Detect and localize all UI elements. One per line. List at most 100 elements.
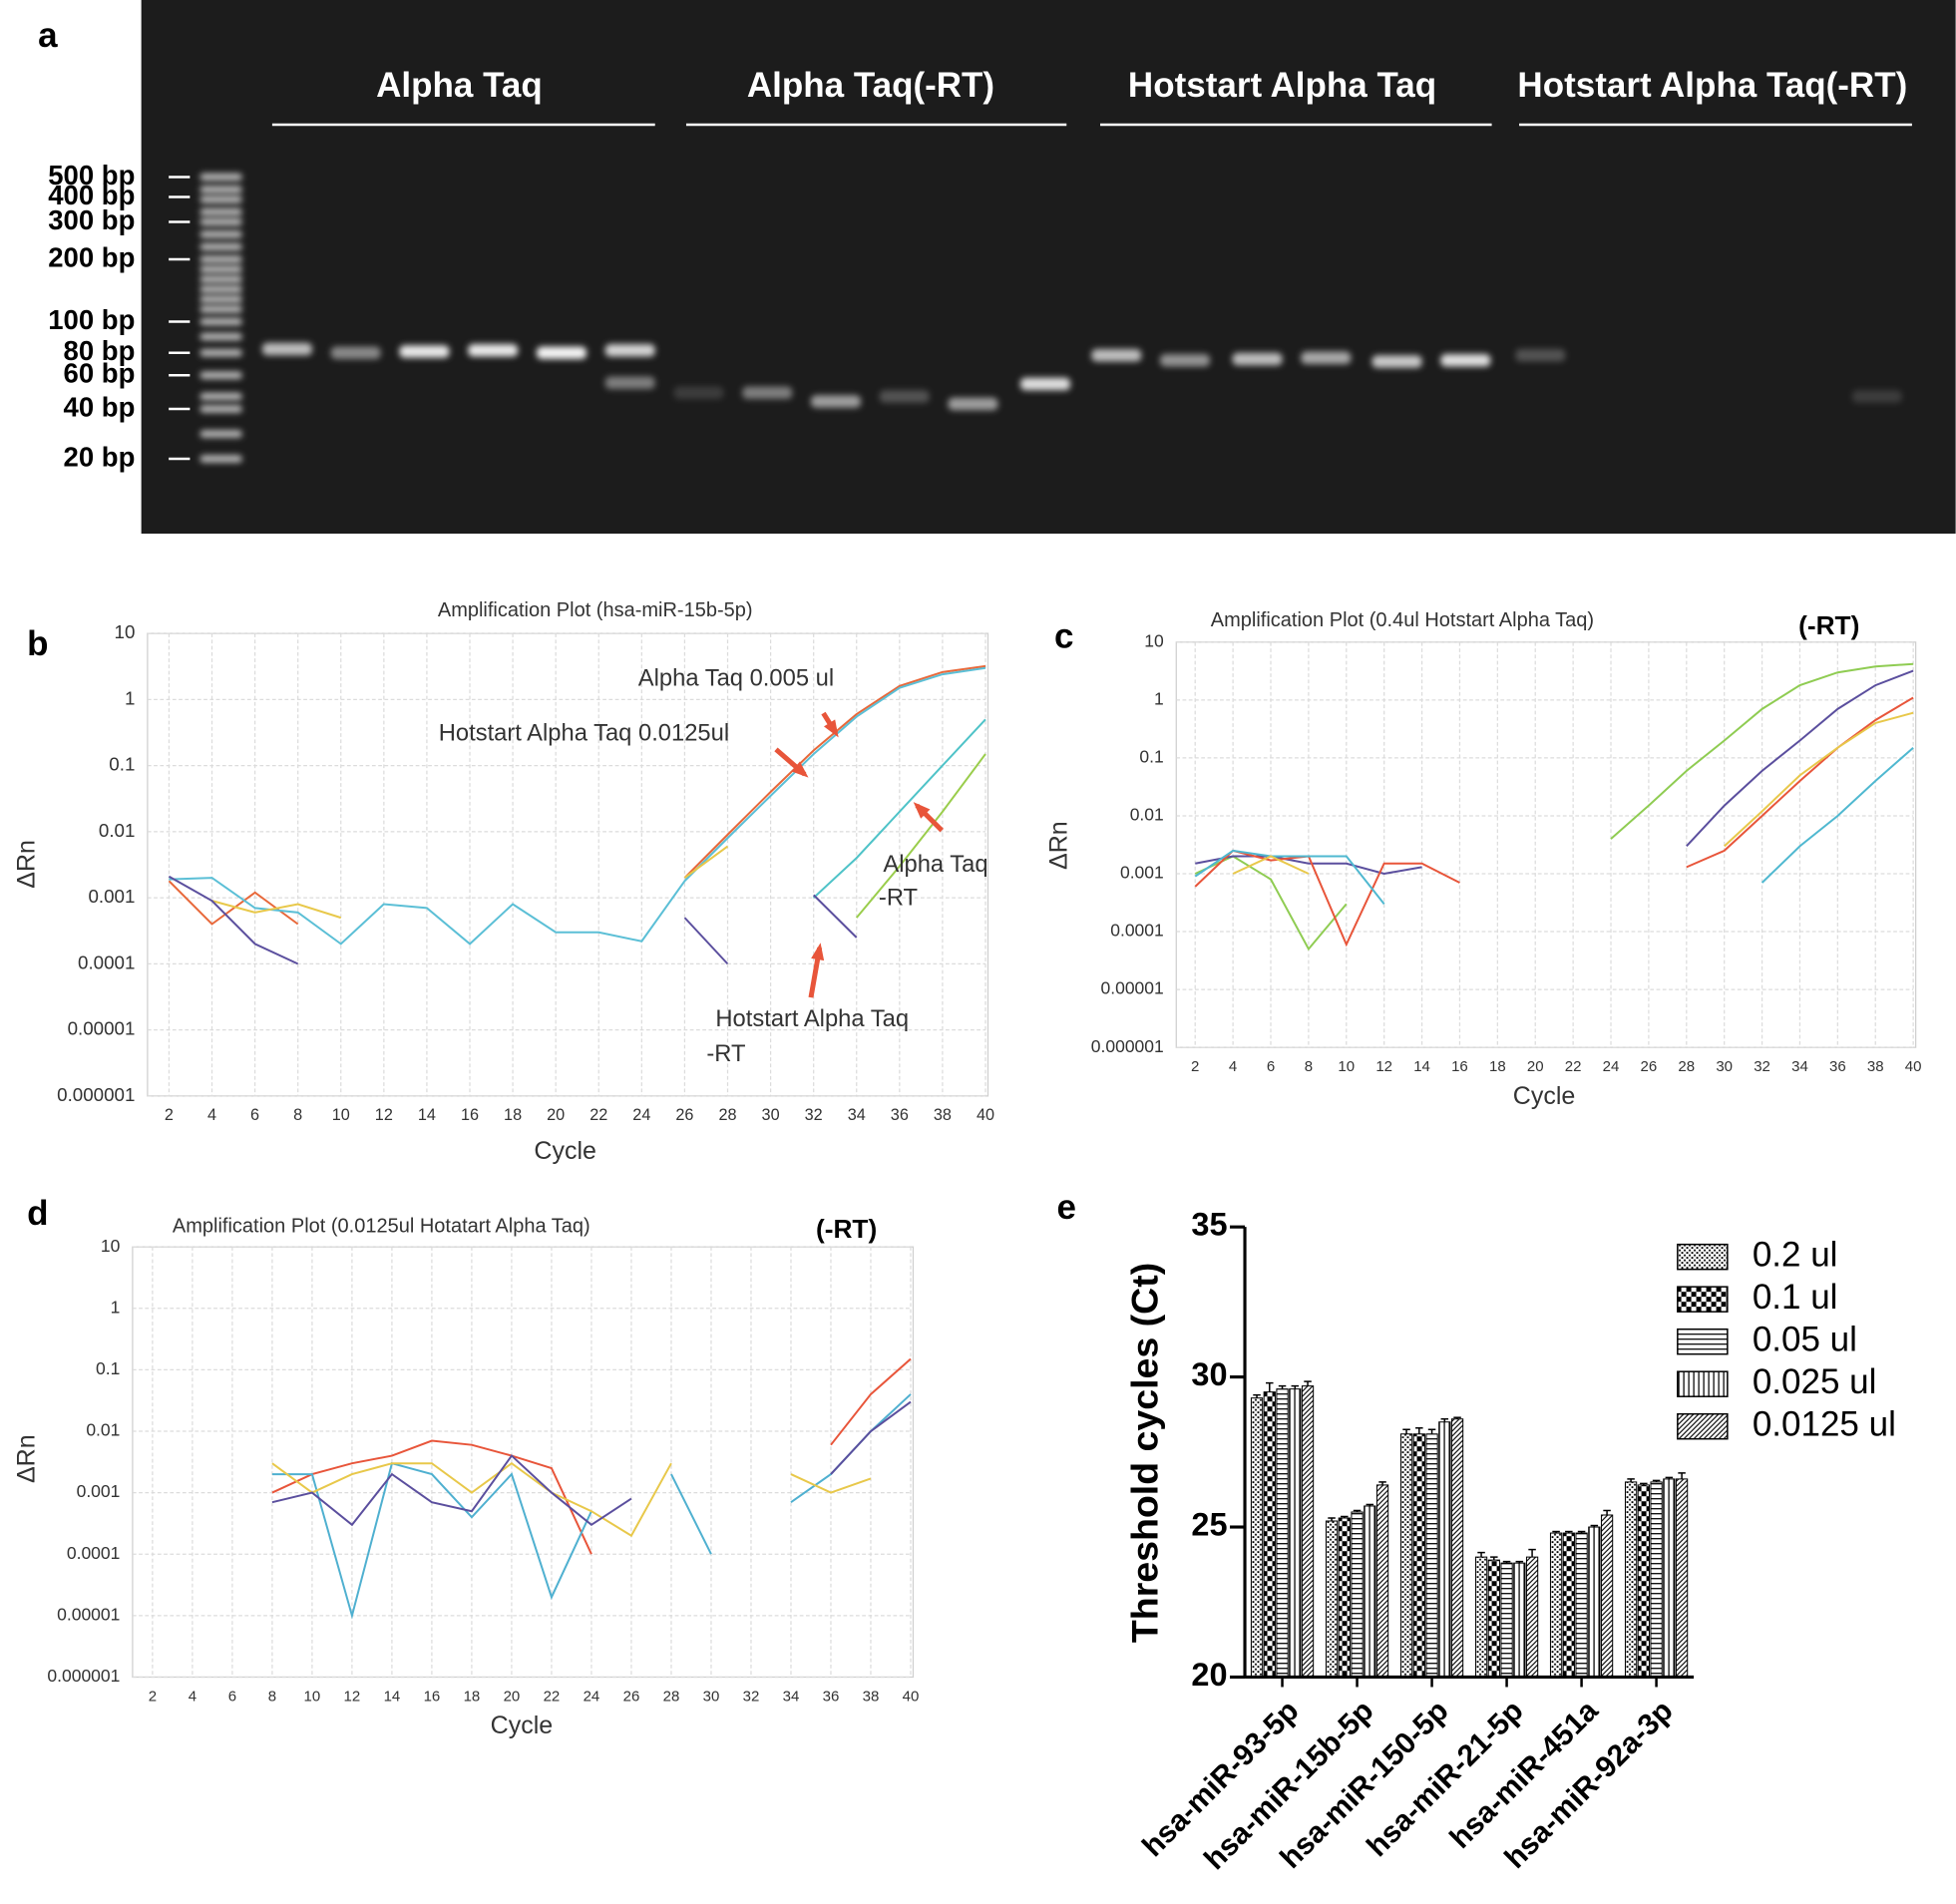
bar [1425, 1433, 1438, 1678]
gel-band [673, 386, 724, 400]
x-tick-label: 18 [1489, 1058, 1506, 1075]
gel-band [1232, 352, 1283, 366]
gel-band [1091, 349, 1142, 362]
bar [1487, 1559, 1500, 1678]
bar [1549, 1532, 1563, 1678]
bar [1474, 1556, 1488, 1678]
data-line [813, 718, 986, 899]
bar [1525, 1556, 1539, 1678]
y-tick-label: 30 [1191, 1356, 1227, 1392]
x-tick-label: 40 [903, 1688, 920, 1705]
x-tick-label: 10 [332, 1106, 350, 1124]
y-axis-label: ΔRn [12, 1434, 40, 1483]
x-tick-label: 10 [1338, 1058, 1355, 1075]
annotation: -RT [706, 1040, 745, 1067]
bar [1375, 1484, 1389, 1678]
x-tick-label: 28 [1678, 1058, 1695, 1075]
chart-title: Amplification Plot (hsa-miR-15b-5p) [438, 599, 753, 621]
x-tick-label: 4 [1229, 1058, 1237, 1075]
bar [1250, 1397, 1264, 1678]
gel-band [879, 390, 930, 403]
data-line [1194, 746, 1914, 905]
size-label: 20 bp [64, 441, 136, 472]
bar [1562, 1532, 1575, 1678]
annotation: Alpha Taq [883, 851, 987, 878]
data-line [271, 1461, 872, 1538]
x-tick-label: 12 [1375, 1058, 1392, 1075]
gel-band [199, 230, 242, 238]
y-tick-label: 0.0001 [1110, 921, 1164, 941]
x-axis-label: Cycle [1513, 1082, 1576, 1110]
x-tick-label: 22 [544, 1688, 561, 1705]
y-tick-label: 0.00001 [1101, 978, 1164, 998]
gel-band [1515, 349, 1566, 362]
x-tick-label: 38 [1867, 1058, 1884, 1075]
x-tick-label: 8 [293, 1106, 302, 1124]
legend-swatch [1677, 1370, 1729, 1397]
bar [1263, 1391, 1276, 1678]
gel-band [1301, 351, 1352, 365]
x-tick-label: 2 [165, 1106, 174, 1124]
size-label: 400 bp [48, 180, 135, 210]
gel-band [810, 395, 861, 408]
size-label: 80 bp [64, 335, 136, 366]
y-tick-label: 0.1 [96, 1358, 120, 1378]
bar [1663, 1478, 1676, 1678]
y-tick-label: 0.0001 [67, 1543, 121, 1563]
gel-band [199, 371, 242, 380]
x-tick-label: 18 [464, 1688, 481, 1705]
gel-band [199, 332, 242, 341]
gel-band [604, 344, 655, 357]
annotation-arrowhead [823, 719, 839, 738]
lane-group-label: Hotstart Alpha Taq [1128, 66, 1436, 105]
y-tick-label: 0.1 [109, 754, 135, 775]
x-tick-label: 36 [891, 1106, 909, 1124]
bar [1624, 1481, 1638, 1678]
panel-label: b [27, 624, 48, 663]
y-tick-label: 0.01 [1130, 805, 1164, 825]
plot-area [1175, 641, 1917, 1048]
gel-band [536, 346, 587, 360]
bar [1650, 1481, 1663, 1678]
gel-image [141, 0, 1956, 535]
bar [1351, 1511, 1364, 1678]
y-tick-label: 0.00001 [68, 1018, 136, 1039]
x-tick-label: 38 [934, 1106, 952, 1124]
gel-band [1020, 377, 1071, 391]
annotation: Alpha Taq 0.005 ul [638, 665, 834, 692]
x-axis-label: Cycle [491, 1712, 554, 1739]
x-tick-label: 32 [1754, 1058, 1770, 1075]
gel-band [1851, 390, 1902, 403]
bar [1637, 1484, 1650, 1678]
x-tick-label: 16 [461, 1106, 479, 1124]
chart-title: Amplification Plot (0.0125ul Hotatart Al… [173, 1215, 590, 1237]
data-line [1232, 711, 1914, 875]
y-tick-label: 1 [125, 687, 135, 708]
x-tick-label: 30 [762, 1106, 780, 1124]
gel-band [261, 342, 312, 356]
y-tick-label: 0.000001 [1091, 1036, 1164, 1056]
x-tick-label: 20 [1527, 1058, 1544, 1075]
x-tick-label: 24 [632, 1106, 650, 1124]
y-tick-label: 35 [1191, 1207, 1227, 1243]
x-tick-label: 12 [344, 1688, 361, 1705]
x-tick-label: 8 [268, 1688, 276, 1705]
chart-subtitle: (-RT) [1798, 610, 1859, 640]
y-tick-label: 10 [1144, 630, 1164, 650]
legend-swatch [1677, 1328, 1729, 1355]
x-tick-label: 28 [718, 1106, 736, 1124]
x-tick-label: 4 [189, 1688, 196, 1705]
size-label: 40 bp [64, 391, 136, 422]
y-tick-label: 10 [101, 1236, 121, 1256]
x-tick-label: 22 [589, 1106, 607, 1124]
y-axis-label: Threshold cycles (Ct) [1123, 1263, 1165, 1643]
legend-label: 0.0125 ul [1753, 1404, 1896, 1443]
gel-band [199, 275, 242, 283]
lane-group-label: Alpha Taq [376, 66, 543, 105]
x-tick-label: 30 [703, 1688, 720, 1705]
bar [1438, 1421, 1451, 1678]
gel-band [199, 285, 242, 293]
gel-band [199, 173, 242, 182]
bar [1575, 1532, 1588, 1678]
gel-band [199, 305, 242, 313]
